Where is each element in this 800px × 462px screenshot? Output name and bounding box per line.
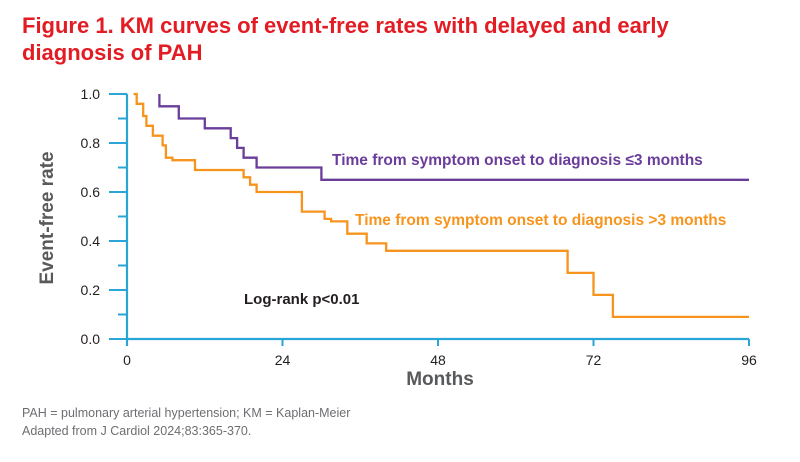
- chart-axes: 0.0 0.2 0.4 0.6 0.8 1.0 0 24 48 72 96: [81, 86, 757, 368]
- series-label-early: Time from symptom onset to diagnosis ≤3 …: [332, 152, 703, 169]
- x-tick-label: 0: [123, 352, 131, 368]
- footnote-line-2: Adapted from J Cardiol 2024;83:365-370.: [22, 424, 252, 438]
- log-rank-annotation: Log-rank p<0.01: [244, 291, 359, 308]
- y-tick-label: 1.0: [81, 86, 101, 102]
- series-label-delayed: Time from symptom onset to diagnosis >3 …: [355, 212, 726, 229]
- x-tick-label: 96: [741, 352, 757, 368]
- footnote: PAH = pulmonary arterial hypertension; K…: [22, 404, 350, 440]
- x-axis-title: Months: [406, 369, 474, 390]
- y-tick-label: 0.8: [81, 135, 101, 151]
- figure-title-line-1: Figure 1. KM curves of event-free rates …: [22, 13, 669, 38]
- y-tick-label: 0.0: [81, 331, 101, 347]
- x-tick-label: 72: [586, 352, 602, 368]
- y-tick-label: 0.4: [81, 233, 101, 249]
- x-tick-label: 24: [275, 352, 291, 368]
- x-tick-label: 48: [430, 352, 446, 368]
- figure-title: Figure 1. KM curves of event-free rates …: [22, 12, 782, 66]
- figure-title-line-2: diagnosis of PAH: [22, 40, 203, 65]
- y-tick-label: 0.2: [81, 282, 101, 298]
- series-line-delayed: [133, 92, 749, 319]
- y-tick-label: 0.6: [81, 184, 101, 200]
- km-chart: 0.0 0.2 0.4 0.6 0.8 1.0 0 24 48 72 96 Event-free r…: [37, 86, 757, 390]
- series-line-early: [158, 94, 749, 181]
- y-axis-title: Event-free rate: [37, 151, 58, 284]
- chart-series: [133, 92, 749, 319]
- footnote-line-1: PAH = pulmonary arterial hypertension; K…: [22, 406, 351, 420]
